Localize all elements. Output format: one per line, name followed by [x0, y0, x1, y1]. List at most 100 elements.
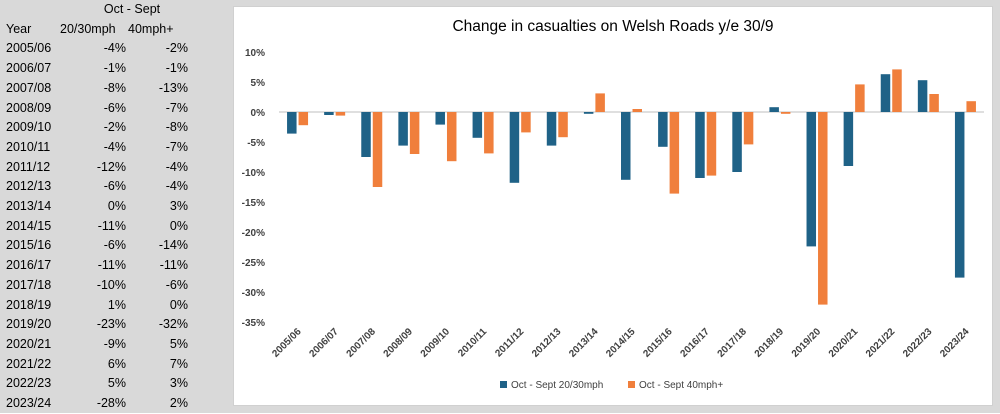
bar-40mph	[966, 101, 976, 112]
value-cell-40mph[interactable]: 0%	[169, 218, 188, 233]
value-cell-20-30mph[interactable]: -1%	[103, 61, 126, 76]
value-cell-40mph[interactable]: -14%	[158, 238, 188, 253]
value-cell-40mph[interactable]: -13%	[158, 80, 188, 95]
bar-40mph	[818, 112, 828, 305]
value-cell-40mph[interactable]: 7%	[169, 356, 188, 371]
x-tick-label: 2006/07	[307, 326, 341, 360]
legend-swatch-40mph	[628, 381, 635, 388]
bar-40mph	[743, 112, 754, 145]
bar-40mph	[669, 112, 680, 194]
legend-swatch-20-30mph	[500, 381, 507, 388]
value-cell-20-30mph[interactable]: 6%	[107, 356, 126, 371]
year-cell[interactable]: 2019/20	[6, 317, 52, 332]
value-cell-20-30mph[interactable]: -4%	[103, 41, 126, 56]
year-cell[interactable]: 2007/08	[6, 80, 52, 95]
year-cell[interactable]: 2006/07	[6, 61, 52, 76]
value-cell-20-30mph[interactable]: 1%	[107, 297, 126, 312]
table-row: 2023/24 -28% 2%	[0, 394, 230, 414]
chart-panel[interactable]: Change in casualties on Welsh Roads y/e …	[233, 6, 993, 406]
year-cell[interactable]: 2018/19	[6, 297, 52, 312]
year-cell[interactable]: 2020/21	[6, 336, 52, 351]
year-cell[interactable]: 2023/24	[6, 396, 52, 410]
value-cell-20-30mph[interactable]: -11%	[97, 218, 126, 233]
value-cell-20-30mph[interactable]: -9%	[103, 336, 126, 351]
value-cell-20-30mph[interactable]: -4%	[103, 139, 126, 154]
bar-20-30mph	[621, 112, 631, 180]
table-row: 2016/17 -11% -11%	[0, 256, 230, 276]
value-cell-40mph[interactable]: -8%	[165, 120, 188, 135]
y-tick-label: -35%	[242, 318, 265, 329]
value-cell-40mph[interactable]: 2%	[169, 396, 188, 410]
year-cell[interactable]: 2005/06	[6, 41, 52, 56]
x-tick-label: 2019/20	[790, 326, 824, 360]
value-cell-20-30mph[interactable]: -8%	[103, 80, 126, 95]
value-cell-40mph[interactable]: -4%	[165, 179, 188, 194]
year-cell[interactable]: 2013/14	[6, 199, 52, 213]
value-cell-40mph[interactable]: -4%	[165, 159, 188, 174]
value-cell-40mph[interactable]: -7%	[165, 139, 188, 154]
year-cell[interactable]: 2016/17	[6, 258, 52, 273]
column-divider	[0, 0, 1, 413]
bar-20-30mph	[398, 112, 408, 146]
value-cell-40mph[interactable]: 3%	[169, 199, 188, 213]
value-cell-40mph[interactable]: 5%	[169, 336, 188, 351]
y-tick-label: 10%	[245, 48, 265, 59]
year-cell[interactable]: 2010/11	[6, 139, 51, 154]
year-cell[interactable]: 2009/10	[6, 120, 52, 135]
year-cell[interactable]: 2015/16	[6, 238, 52, 253]
bar-40mph	[298, 112, 309, 126]
x-tick-label: 2017/18	[716, 326, 750, 360]
group-header-cell[interactable]: Oct - Sept	[103, 2, 161, 16]
value-cell-20-30mph[interactable]: -12%	[96, 159, 126, 174]
bar-40mph	[632, 109, 642, 112]
value-cell-20-30mph[interactable]: -6%	[103, 179, 126, 194]
value-cell-20-30mph[interactable]: -11%	[97, 258, 126, 273]
table-row: 2022/23 5% 3%	[0, 374, 230, 394]
value-cell-20-30mph[interactable]: 0%	[107, 199, 126, 213]
value-cell-40mph[interactable]: -6%	[165, 277, 188, 292]
header-row: Year 20/30mph 40mph+	[0, 20, 230, 40]
year-cell[interactable]: 2008/09	[6, 100, 52, 115]
year-cell[interactable]: 2021/22	[6, 356, 52, 371]
bar-20-30mph	[435, 112, 445, 125]
table-row: 2017/18 -10% -6%	[0, 276, 230, 296]
year-header-cell[interactable]: Year	[6, 21, 32, 36]
year-cell[interactable]: 2017/18	[6, 277, 52, 292]
bar-40mph	[780, 112, 791, 114]
value-cell-40mph[interactable]: -1%	[165, 61, 188, 76]
value-cell-20-30mph[interactable]: -2%	[103, 120, 126, 135]
value-cell-40mph[interactable]: -11%	[159, 258, 188, 273]
value-cell-40mph[interactable]: 3%	[169, 376, 188, 391]
value-cell-40mph[interactable]: 0%	[169, 297, 188, 312]
value-cell-40mph[interactable]: -7%	[165, 100, 188, 115]
value-cell-40mph[interactable]: -2%	[165, 41, 188, 56]
bar-20-30mph	[732, 112, 742, 172]
column-divider	[128, 0, 129, 413]
table-row: 2015/16 -6% -14%	[0, 236, 230, 256]
year-cell[interactable]: 2014/15	[6, 218, 52, 233]
value-cell-40mph[interactable]: -32%	[158, 317, 188, 332]
bar-40mph	[892, 69, 902, 112]
table-row: 2009/10 -2% -8%	[0, 118, 230, 138]
x-tick-label: 2010/11	[456, 326, 489, 359]
value-cell-20-30mph[interactable]: -6%	[103, 100, 126, 115]
x-tick-label: 2007/08	[345, 326, 379, 360]
year-cell[interactable]: 2022/23	[6, 376, 52, 391]
bar-20-30mph	[583, 112, 594, 114]
y-tick-label: -10%	[242, 168, 265, 179]
value-cell-20-30mph[interactable]: -23%	[96, 317, 126, 332]
bar-20-30mph	[806, 112, 817, 247]
year-cell[interactable]: 2011/12	[6, 159, 51, 174]
year-cell[interactable]: 2012/13	[6, 179, 52, 194]
value-cell-20-30mph[interactable]: -28%	[96, 396, 126, 410]
x-tick-label: 2012/13	[530, 326, 564, 360]
y-tick-label: -20%	[242, 228, 265, 239]
bar-20-30mph	[843, 112, 854, 166]
value-cell-20-30mph[interactable]: 5%	[107, 376, 126, 391]
table-row: 2008/09 -6% -7%	[0, 99, 230, 119]
value-cell-20-30mph[interactable]: -6%	[103, 238, 126, 253]
col-b-header-cell[interactable]: 40mph+	[128, 21, 174, 36]
bar-20-30mph	[954, 112, 965, 278]
col-a-header-cell[interactable]: 20/30mph	[60, 21, 116, 36]
value-cell-20-30mph[interactable]: -10%	[96, 277, 126, 292]
